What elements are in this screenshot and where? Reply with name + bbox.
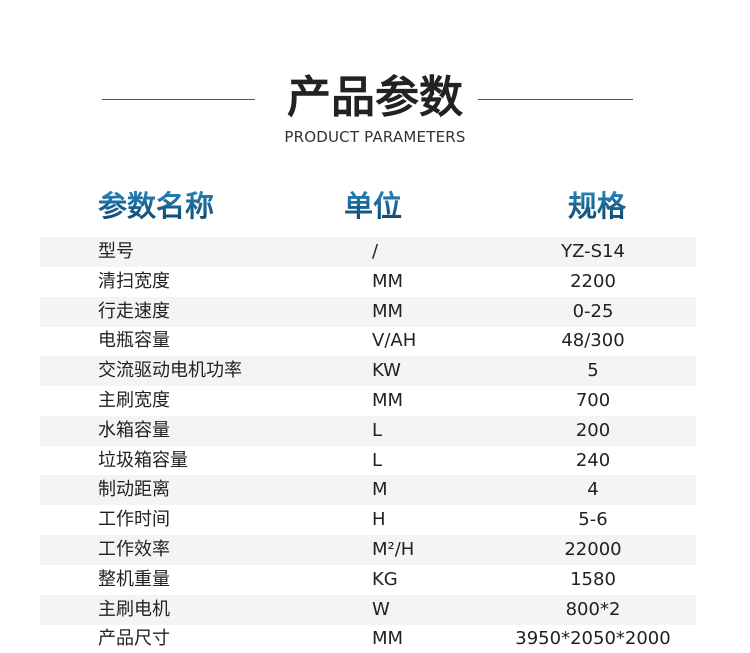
param-unit: V/AH: [372, 330, 417, 352]
param-name: 行走速度: [98, 300, 170, 322]
header-name: 参数名称: [98, 186, 214, 226]
table-row: 行走速度 MM 0-25: [40, 296, 696, 327]
table-row: 电瓶容量 V/AH 48/300: [40, 326, 696, 356]
param-spec: 3950*2050*2000: [515, 628, 671, 650]
title-divider-left: [102, 99, 255, 100]
param-name: 工作时间: [98, 509, 170, 531]
param-name: 主刷电机: [98, 598, 170, 620]
param-spec: 48/300: [561, 330, 625, 352]
param-unit: /: [372, 241, 379, 262]
table-row: 垃圾箱容量 L 240: [40, 446, 696, 476]
param-name: 型号: [98, 241, 134, 262]
param-spec: 700: [575, 390, 611, 411]
param-spec: 4: [587, 479, 599, 501]
param-spec: 200: [575, 419, 611, 441]
param-spec: 1580: [570, 568, 616, 590]
param-name: 制动距离: [98, 479, 170, 501]
title-divider-right: [478, 99, 633, 100]
param-name: 整机重量: [98, 568, 170, 590]
param-spec: 0-25: [572, 300, 614, 322]
param-name: 垃圾箱容量: [98, 449, 188, 471]
table-row: 整机重量 KG 1580: [40, 565, 696, 595]
param-name: 工作效率: [98, 539, 170, 560]
param-unit: MM: [372, 300, 404, 322]
param-name: 清扫宽度: [98, 270, 170, 292]
param-unit: L: [372, 449, 383, 471]
header-unit: 单位: [344, 186, 402, 226]
table-row: 主刷电机 W 800*2: [40, 594, 696, 625]
param-unit: L: [372, 419, 383, 441]
param-unit: MM: [372, 270, 404, 292]
table-row: 清扫宽度 MM 2200: [40, 267, 696, 297]
table-row: 产品尺寸 MM 3950*2050*2000: [40, 624, 696, 653]
param-name: 交流驱动电机功率: [98, 360, 242, 382]
param-spec: 800*2: [565, 598, 621, 620]
param-name: 产品尺寸: [98, 628, 170, 650]
param-spec: 2200: [570, 270, 616, 292]
param-unit: KW: [372, 360, 401, 382]
table-row: 水箱容量 L 200: [40, 415, 696, 446]
param-spec: YZ-S14: [561, 241, 625, 262]
param-unit: M²/H: [372, 539, 415, 560]
param-unit: W: [372, 598, 390, 620]
table-row: 工作时间 H 5-6: [40, 505, 696, 535]
param-name: 主刷宽度: [98, 390, 170, 411]
param-unit: MM: [372, 390, 404, 411]
param-unit: MM: [372, 628, 404, 650]
param-name: 水箱容量: [98, 419, 170, 441]
param-spec: 5: [587, 360, 599, 382]
param-unit: M: [372, 479, 388, 501]
param-spec: 22000: [564, 539, 622, 560]
param-spec: 240: [575, 449, 611, 471]
table-row: 主刷宽度 MM 700: [40, 386, 696, 416]
table-row: 工作效率 M²/H 22000: [40, 535, 696, 565]
table-row: 交流驱动电机功率 KW 5: [40, 356, 696, 387]
table-row: 制动距离 M 4: [40, 475, 696, 506]
param-unit: H: [372, 509, 386, 531]
param-spec: 5-6: [578, 509, 608, 531]
param-name: 电瓶容量: [98, 330, 170, 352]
page-subtitle: PRODUCT PARAMETERS: [284, 128, 466, 146]
page-title: 产品参数: [287, 72, 463, 123]
header-spec: 规格: [568, 186, 626, 226]
table-row: 型号 / YZ-S14: [40, 237, 696, 267]
param-unit: KG: [372, 568, 398, 590]
